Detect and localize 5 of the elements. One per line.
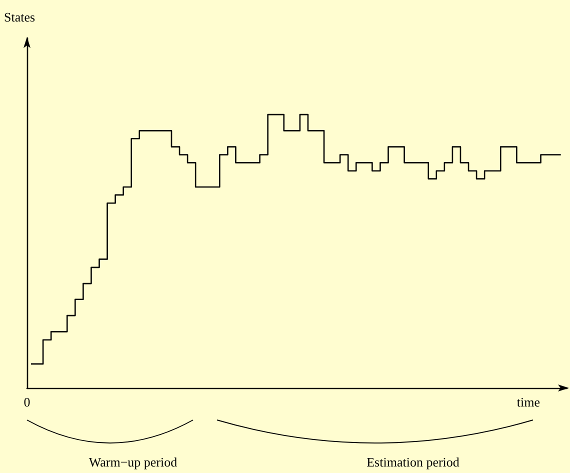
x-axis-title: time bbox=[516, 394, 540, 410]
text: States bbox=[4, 10, 36, 24]
text: Warm−up period bbox=[88, 454, 178, 470]
text: Estimation period bbox=[366, 454, 460, 470]
text: 0 bbox=[24, 394, 30, 410]
